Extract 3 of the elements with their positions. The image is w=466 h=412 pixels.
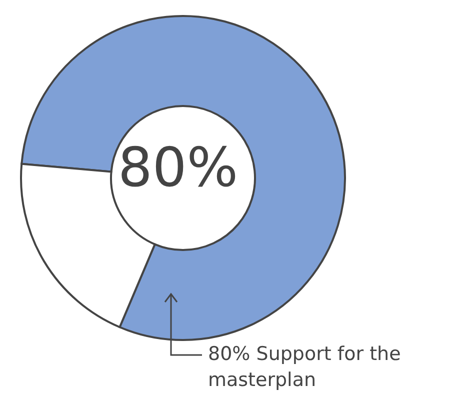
- text: 80%: [116, 136, 240, 199]
- donut-slice: [20, 15, 346, 341]
- text: 80% Support for the masterplan: [208, 342, 402, 393]
